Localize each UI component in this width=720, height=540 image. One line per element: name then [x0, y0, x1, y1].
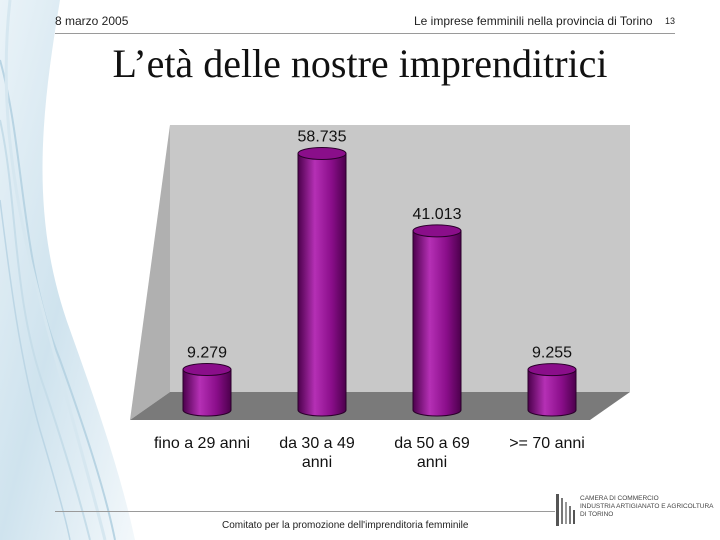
- chamber-logo: CAMERA DI COMMERCIO INDUSTRIA ARTIGIANAT…: [556, 492, 716, 532]
- bar-body: [182, 368, 232, 417]
- category-label: anni: [417, 454, 447, 471]
- data-label: 41.013: [413, 206, 462, 223]
- category-label: fino a 29 anni: [154, 435, 250, 452]
- footer-text: Comitato per la promozione dell'imprendi…: [222, 520, 469, 531]
- chamber-logo-text: CAMERA DI COMMERCIO INDUSTRIA ARTIGIANAT…: [580, 495, 714, 519]
- logo-line: INDUSTRIA ARTIGIANATO E AGRICOLTURA: [580, 503, 714, 510]
- data-label: 9.279: [187, 344, 227, 361]
- category-label: da 50 a 69: [394, 435, 470, 452]
- chart-side-wall: [130, 125, 170, 420]
- page-number: 13: [665, 16, 676, 26]
- slide-title: L’età delle nostre imprenditrici: [112, 41, 608, 86]
- bar-top-cap: [527, 363, 577, 377]
- bar-top-cap: [297, 147, 347, 161]
- chart-back-wall: [170, 125, 630, 392]
- header-subject: Le imprese femminili nella provincia di …: [414, 14, 653, 28]
- background-decoration: [0, 0, 135, 540]
- category-label: anni: [302, 454, 332, 471]
- bar-3: [412, 224, 462, 417]
- chart-floor: [130, 392, 630, 420]
- footer-divider: [55, 511, 555, 512]
- logo-line: DI TORINO: [580, 511, 614, 518]
- bar-body: [527, 369, 577, 417]
- bar-body: [297, 153, 347, 417]
- category-label: >= 70 anni: [509, 435, 585, 452]
- data-label: 9.255: [532, 345, 572, 362]
- chamber-logo-mark: [556, 494, 575, 526]
- bar-2: [297, 147, 347, 417]
- data-label: 58.735: [298, 129, 347, 146]
- bar-4: [527, 363, 577, 417]
- bar-1: [182, 362, 232, 417]
- header-divider: [55, 33, 675, 34]
- category-label: da 30 a 49: [279, 435, 355, 452]
- header-date: 8 marzo 2005: [55, 14, 129, 28]
- bar-top-cap: [182, 362, 232, 376]
- bar-body: [412, 230, 462, 417]
- logo-line: CAMERA DI COMMERCIO: [580, 495, 659, 502]
- bar-top-cap: [412, 224, 462, 238]
